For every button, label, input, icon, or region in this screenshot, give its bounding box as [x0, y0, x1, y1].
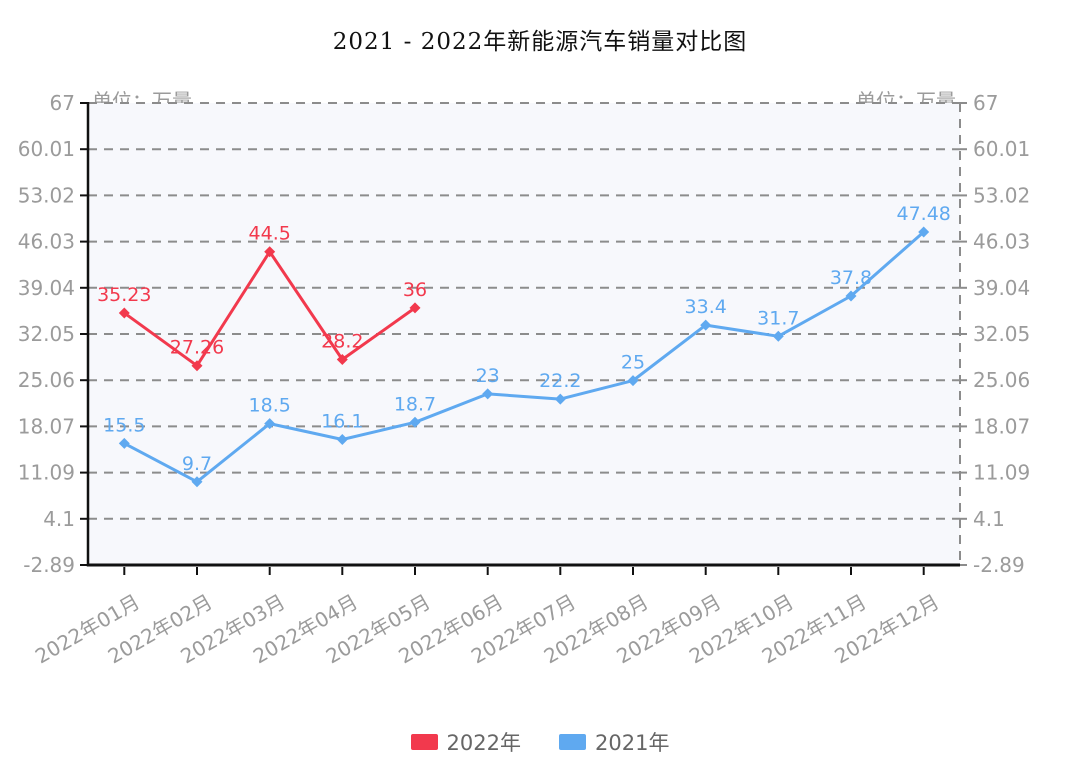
y-tick-label-right: 25.06 — [973, 368, 1030, 392]
y-tick-label-left: 39.04 — [18, 276, 75, 300]
data-label: 16.1 — [321, 411, 363, 433]
series-line-2021年 — [123, 230, 925, 484]
y-tick-label-right: 18.07 — [973, 414, 1030, 438]
y-tick-label-left: 46.03 — [18, 230, 75, 254]
y-tick-label-left: 67 — [50, 91, 75, 115]
y-tick-label-left: 53.02 — [18, 183, 75, 207]
legend-label: 2022年 — [446, 731, 521, 755]
chart-title: 2021 - 2022年新能源汽车销量对比图 — [332, 29, 748, 55]
series-marker[interactable] — [336, 434, 348, 445]
legend-item-2022[interactable]: 2022年 — [410, 727, 521, 757]
data-label: 23 — [476, 365, 500, 387]
data-label: 22.2 — [539, 370, 581, 392]
y-tick-label-right: 4.1 — [973, 507, 1005, 531]
y-tick-label-right: 67 — [973, 91, 998, 115]
data-label: 31.7 — [757, 307, 799, 329]
data-label: 36 — [403, 279, 427, 301]
data-label: 15.5 — [103, 414, 145, 436]
y-tick-label-right: 53.02 — [973, 183, 1030, 207]
series-marker[interactable] — [264, 246, 276, 258]
legend-label: 2021年 — [595, 731, 670, 755]
data-label: 35.23 — [97, 284, 151, 306]
series-marker[interactable] — [627, 375, 639, 387]
series-marker[interactable] — [191, 476, 203, 488]
y-tick-label-left: 11.09 — [18, 461, 75, 485]
series-marker[interactable] — [700, 319, 712, 331]
series-marker[interactable] — [118, 437, 130, 449]
data-label: 44.5 — [249, 223, 291, 245]
series-marker[interactable] — [264, 418, 276, 430]
y-tick-label-right: 46.03 — [973, 230, 1030, 254]
series-marker[interactable] — [409, 302, 421, 314]
series-marker[interactable] — [554, 393, 566, 405]
y-tick-label-left: 18.07 — [18, 414, 75, 438]
y-tick-label-right: 39.04 — [973, 276, 1030, 300]
series-marker[interactable] — [482, 388, 494, 400]
y-tick-label-right: 60.01 — [973, 137, 1030, 161]
legend-swatch-2021 — [559, 734, 586, 750]
series-marker[interactable] — [336, 354, 348, 365]
y-tick-label-left: 60.01 — [18, 137, 75, 161]
series-marker[interactable] — [118, 307, 130, 319]
data-label: 18.5 — [249, 395, 291, 417]
data-label: 27.26 — [170, 337, 224, 359]
y-tick-label-right: -2.89 — [973, 553, 1025, 577]
series-marker[interactable] — [918, 226, 930, 238]
series-marker[interactable] — [409, 416, 421, 428]
legend-swatch-2022 — [410, 734, 438, 750]
series-marker[interactable] — [191, 360, 203, 372]
series-marker[interactable] — [772, 330, 784, 342]
y-tick-label-left: -2.89 — [23, 553, 75, 577]
y-tick-label-left: 25.06 — [18, 368, 75, 392]
series-marker[interactable] — [845, 290, 857, 302]
y-tick-label-right: 32.05 — [973, 322, 1030, 346]
data-label: 28.2 — [321, 331, 363, 353]
data-label: 9.7 — [182, 453, 212, 475]
legend: 2022年 2021年 — [0, 727, 1080, 757]
y-tick-label-right: 11.09 — [973, 461, 1030, 485]
y-tick-label-left: 32.05 — [18, 322, 75, 346]
legend-item-2021[interactable]: 2021年 — [559, 727, 669, 757]
data-label: 33.4 — [685, 296, 727, 318]
y-tick-label-left: 4.1 — [43, 507, 75, 531]
data-label: 25 — [621, 352, 645, 374]
data-label: 37.8 — [830, 267, 872, 289]
data-label: 47.48 — [896, 203, 950, 225]
data-label: 18.7 — [394, 393, 436, 415]
